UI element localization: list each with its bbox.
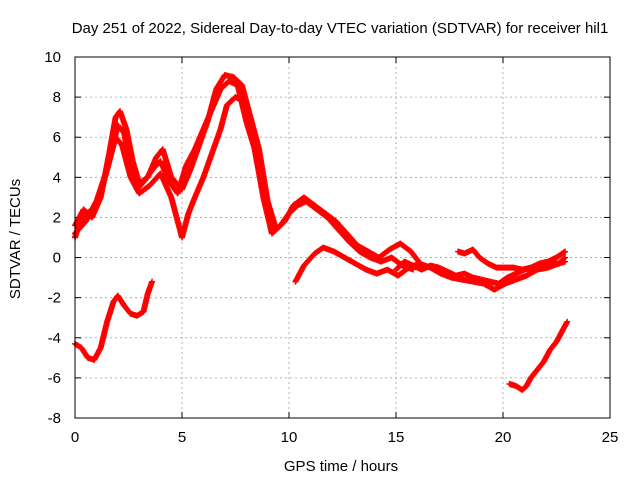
x-tick-label: 20 <box>495 429 512 446</box>
y-tick-label: 4 <box>53 169 61 186</box>
series-track-2 <box>72 72 425 269</box>
y-tick-label: -6 <box>48 370 61 387</box>
y-tick-label: -2 <box>48 290 61 307</box>
series-track-6 <box>455 246 569 273</box>
y-tick-label: 6 <box>53 129 61 146</box>
data-point <box>562 248 569 255</box>
series-track-3 <box>72 94 278 241</box>
x-tick-label: 25 <box>602 429 619 446</box>
y-axis-label: SDTVAR / TECUs <box>7 179 24 299</box>
data-marks <box>72 72 571 393</box>
x-tick-label: 10 <box>281 429 298 446</box>
y-tick-label: 10 <box>44 49 61 66</box>
y-tick-label: -8 <box>48 410 61 427</box>
series-track-8 <box>506 318 571 393</box>
x-tick-label: 5 <box>178 429 186 446</box>
x-axis-label: GPS time / hours <box>284 458 398 475</box>
data-point <box>561 255 568 262</box>
y-tick-label: -4 <box>48 330 61 347</box>
grid <box>74 56 611 419</box>
plot-frame <box>74 56 611 419</box>
y-tick-label: 2 <box>53 209 61 226</box>
x-tick-label: 0 <box>71 429 79 446</box>
y-tick-label: 0 <box>53 250 61 267</box>
tick-labels: 0 5 10 15 20 25 -8 -6 -4 -2 0 2 4 6 8 10 <box>44 49 618 446</box>
data-point <box>564 318 571 325</box>
y-tick-label: 8 <box>53 89 61 106</box>
data-point <box>562 254 569 261</box>
data-point <box>149 278 156 285</box>
series-track-7 <box>72 278 156 363</box>
chart-title: Day 251 of 2022, Sidereal Day-to-day VTE… <box>72 20 609 37</box>
data-point <box>271 222 278 229</box>
x-tick-label: 15 <box>388 429 405 446</box>
